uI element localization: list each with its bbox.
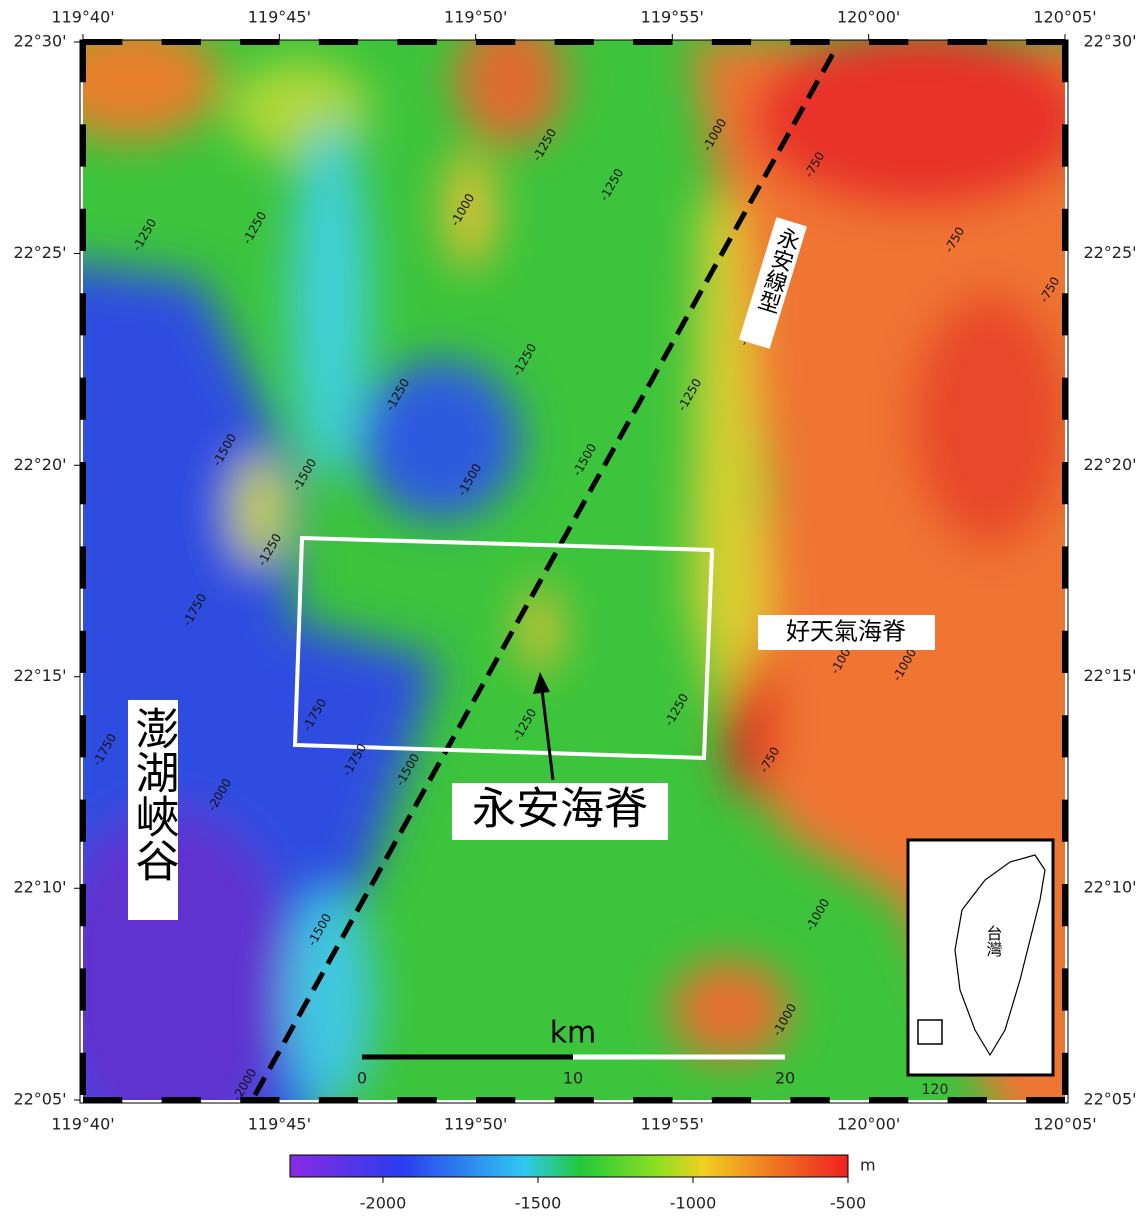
lon-tick-label: 120°05'	[1033, 1115, 1096, 1134]
lat-tick-label: 22°30'	[13, 32, 66, 51]
lat-tick-label: 22°25'	[1083, 243, 1136, 262]
lon-tick-label: 119°50'	[444, 1115, 507, 1134]
lon-tick-label: 119°45'	[248, 1115, 311, 1134]
lon-tick-label: 119°45'	[248, 8, 311, 27]
colorbar-tick-label: -1000	[670, 1194, 717, 1213]
lon-tick-label: 120°05'	[1033, 8, 1096, 27]
lat-tick-label: 22°15'	[1083, 666, 1136, 685]
inset-map: 台灣 120	[908, 840, 1053, 1098]
scale-label: 20	[775, 1069, 795, 1088]
ridge-east-label: 好天氣海脊	[786, 618, 906, 646]
lat-tick-label: 22°30'	[1083, 32, 1136, 51]
colorbar	[290, 1155, 848, 1177]
inset-lon-label: 120	[922, 1082, 949, 1098]
lat-tick-label: 22°10'	[1083, 878, 1136, 897]
lat-tick-label: 22°15'	[13, 666, 66, 685]
colorbar-unit: m	[860, 1156, 876, 1175]
scale-label: 0	[357, 1069, 367, 1088]
map-figure: -1250-1250-1000-1250-1250-1000-750-750-7…	[0, 0, 1145, 1216]
lat-tick-label: 22°25'	[13, 243, 66, 262]
scale-label: 10	[563, 1069, 583, 1088]
inset-label: 台灣	[984, 925, 1003, 957]
lon-tick-label: 120°00'	[837, 1115, 900, 1134]
lat-tick-label: 22°05'	[1083, 1090, 1136, 1109]
lat-tick-label: 22°20'	[13, 455, 66, 474]
lon-tick-label: 120°00'	[837, 8, 900, 27]
colorbar-tick-label: -1500	[515, 1194, 562, 1213]
lat-tick-label: 22°10'	[13, 878, 66, 897]
lat-tick-label: 22°20'	[1083, 455, 1136, 474]
lon-tick-label: 119°55'	[641, 8, 704, 27]
ridge-label: 永安海脊	[472, 784, 648, 835]
lon-tick-label: 119°50'	[444, 8, 507, 27]
canyon-label: 澎湖峽谷	[128, 706, 179, 882]
colorbar-tick-label: -500	[830, 1194, 866, 1213]
lat-tick-label: 22°05'	[13, 1090, 66, 1109]
lon-tick-label: 119°40'	[51, 8, 114, 27]
colorbar-tick-label: -2000	[360, 1194, 407, 1213]
lon-tick-label: 119°40'	[51, 1115, 114, 1134]
lon-tick-label: 119°55'	[641, 1115, 704, 1134]
scale-unit: km	[550, 1016, 597, 1051]
